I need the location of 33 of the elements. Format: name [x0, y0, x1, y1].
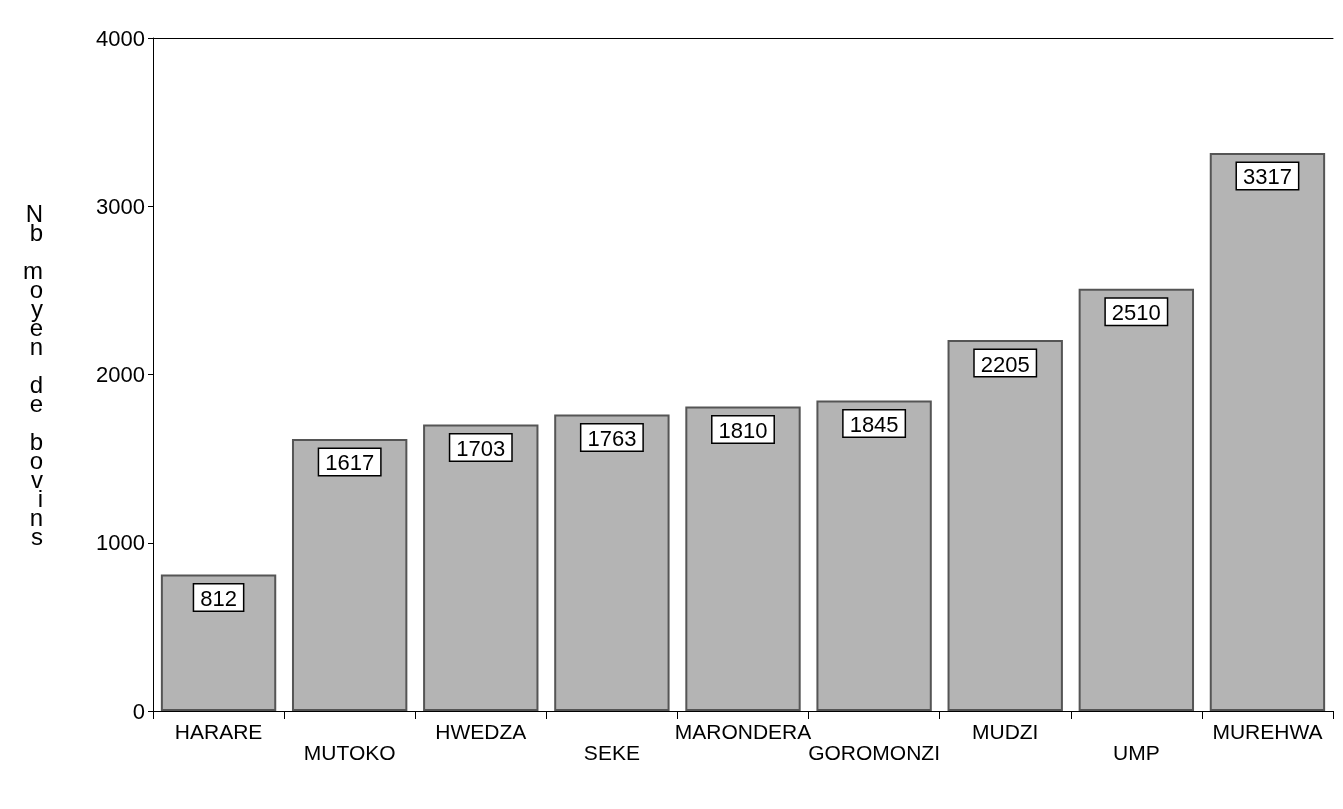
x-tick-label: MUTOKO — [303, 741, 396, 764]
x-tick-label: HWEDZA — [435, 720, 527, 743]
bar — [554, 414, 670, 711]
x-tick-label: MARONDERA — [674, 720, 812, 743]
data-label: 3317 — [1242, 164, 1292, 190]
bar — [947, 340, 1063, 711]
bar — [291, 438, 408, 711]
y-tick-label: 2000 — [96, 362, 145, 387]
x-tick-label: HARARE — [174, 720, 263, 743]
bar — [1078, 288, 1195, 711]
text: Nb moyen de bovins — [23, 199, 43, 550]
y-tick-label: 1000 — [96, 530, 145, 556]
bar — [816, 400, 932, 711]
y-tick-label: 3000 — [96, 193, 145, 219]
bar — [423, 424, 539, 711]
x-tick-label: MUDZI — [971, 720, 1039, 743]
data-label: 812 — [200, 585, 237, 611]
y-tick-label: 0 — [132, 698, 145, 724]
bar — [160, 574, 277, 711]
data-label: 2510 — [1111, 300, 1161, 326]
x-tick-label: MUREHWA — [1212, 720, 1323, 743]
data-label: 1703 — [456, 435, 506, 461]
x-tick-label: SEKE — [583, 741, 640, 764]
bar — [1209, 152, 1326, 711]
x-tick-label: UMP — [1113, 741, 1160, 764]
data-label: 2205 — [980, 351, 1030, 377]
data-label: 1845 — [849, 412, 899, 438]
x-tick-label: GOROMONZI — [808, 741, 941, 764]
y-tick-label: 4000 — [96, 25, 145, 51]
data-label: 1763 — [587, 425, 637, 451]
bar — [685, 406, 801, 711]
data-label: 1810 — [718, 417, 768, 443]
data-label: 1617 — [325, 450, 375, 476]
